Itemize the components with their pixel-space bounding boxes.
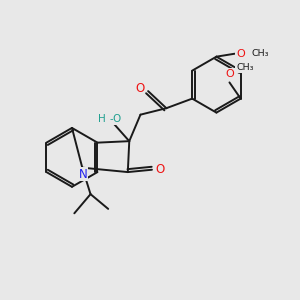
Text: N: N — [79, 168, 87, 181]
Text: CH₃: CH₃ — [236, 63, 254, 72]
Text: O: O — [156, 163, 165, 176]
Text: -O: -O — [110, 114, 122, 124]
Text: O: O — [236, 49, 245, 59]
Text: H: H — [98, 114, 106, 124]
Text: O: O — [225, 69, 234, 79]
Text: CH₃: CH₃ — [252, 49, 269, 58]
Text: O: O — [135, 82, 145, 95]
